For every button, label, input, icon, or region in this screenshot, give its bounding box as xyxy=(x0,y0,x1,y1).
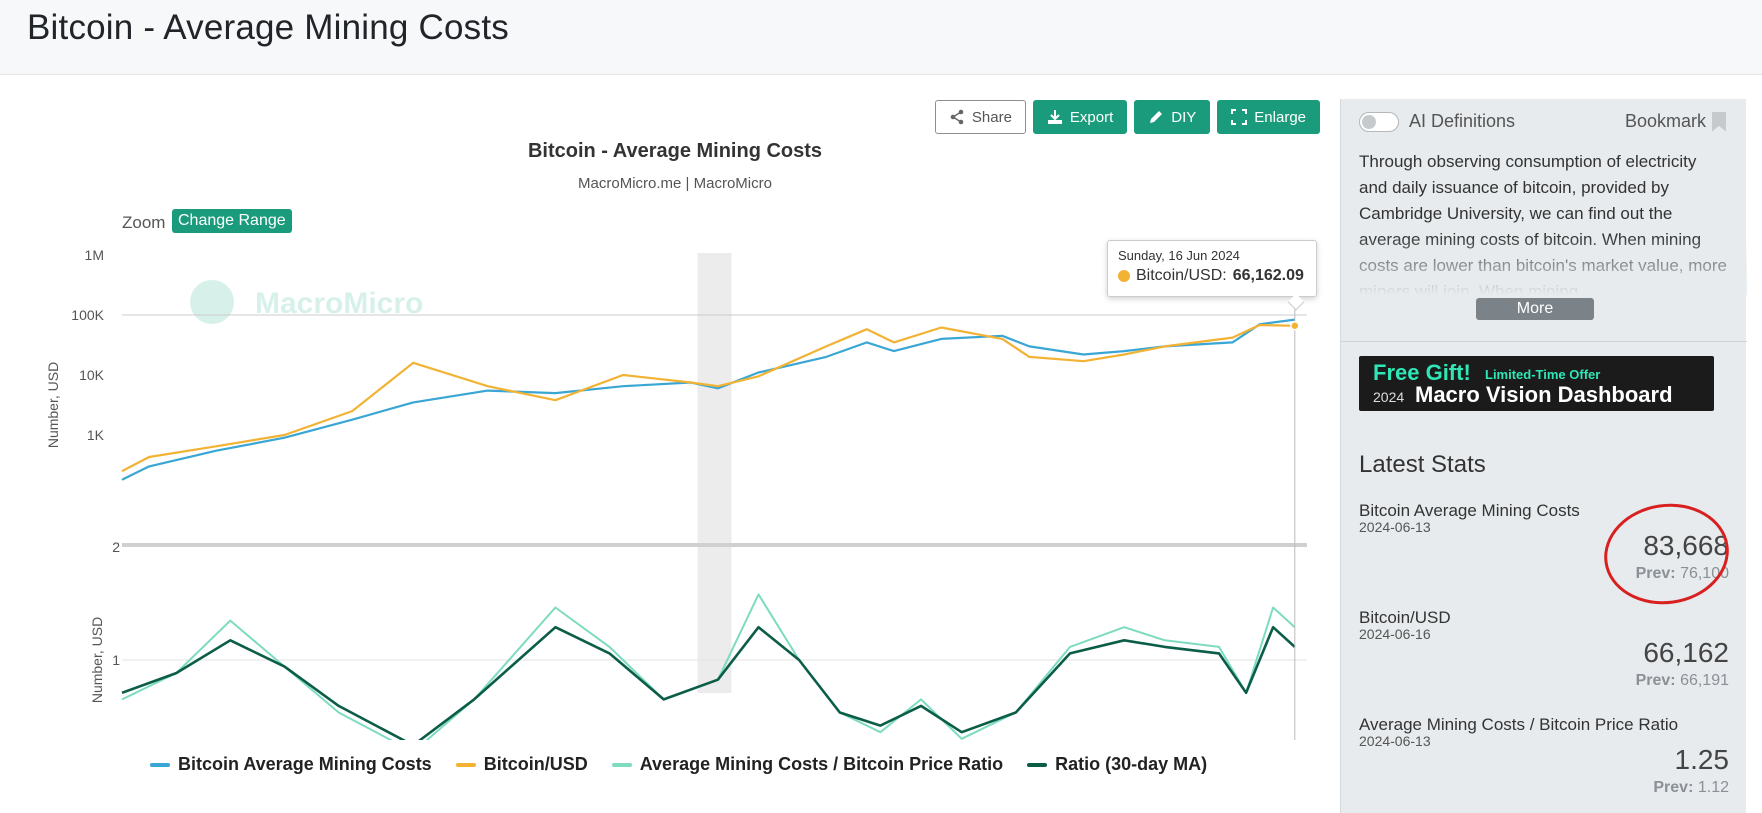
diy-label: DIY xyxy=(1171,108,1197,126)
series-line-btc-usd xyxy=(121,323,1295,473)
promo-banner[interactable]: Free Gift! Limited-Time Offer 2024 Macro… xyxy=(1359,356,1714,411)
stat-date: 2024-06-13 xyxy=(1359,519,1431,535)
legend-swatch-mining-cost xyxy=(150,762,170,767)
series-line-mining-cost xyxy=(121,318,1295,481)
legend-label: Average Mining Costs / Bitcoin Price Rat… xyxy=(639,754,1004,774)
diy-button[interactable]: DIY xyxy=(1134,100,1211,134)
stat-prev: Prev: 66,191 xyxy=(1636,672,1729,690)
prev-label: Prev: xyxy=(1653,779,1694,796)
enlarge-label: Enlarge xyxy=(1254,108,1306,126)
page-title: Bitcoin - Average Mining Costs xyxy=(27,8,509,47)
share-icon xyxy=(950,109,964,125)
sidebar-divider xyxy=(1341,341,1747,342)
tooltip-series-dot xyxy=(1118,270,1130,282)
y-tick-label: 100K xyxy=(71,307,104,323)
prev-label: Prev: xyxy=(1635,565,1676,582)
share-button[interactable]: Share xyxy=(934,100,1026,134)
info-sidebar: AI Definitions Bookmark Through observin… xyxy=(1340,99,1747,813)
stat-btc-usd: Bitcoin/USD 2024-06-16 66,162 Prev: 66,1… xyxy=(1359,608,1729,703)
highlight-band xyxy=(697,253,732,693)
tooltip-value: 66,162.09 xyxy=(1232,267,1304,284)
latest-stats-title: Latest Stats xyxy=(1359,451,1486,478)
y-tick-label: 1 xyxy=(112,652,120,668)
legend-item-mining-cost[interactable]: Bitcoin Average Mining Costs xyxy=(150,754,432,775)
download-icon xyxy=(1047,110,1062,124)
banner-offer-text: Limited-Time Offer xyxy=(1485,367,1601,382)
banner-year: 2024 xyxy=(1373,389,1405,405)
y-tick-label: 10K xyxy=(79,367,105,383)
banner-gift-text: Free Gift! xyxy=(1373,360,1471,385)
share-label: Share xyxy=(971,108,1012,126)
page-header: Bitcoin - Average Mining Costs xyxy=(0,0,1762,75)
chart-legend: Bitcoin Average Mining Costs Bitcoin/USD… xyxy=(150,754,1207,775)
legend-label: Bitcoin Average Mining Costs xyxy=(178,754,432,774)
bookmark-label: Bookmark xyxy=(1624,111,1706,131)
prev-value: 76,100 xyxy=(1680,565,1729,582)
ai-definitions-label: AI Definitions xyxy=(1409,111,1516,131)
stat-name: Bitcoin/USD xyxy=(1359,608,1451,627)
prev-value: 1.12 xyxy=(1697,779,1729,796)
chart-toolbar: Share Export DIY Enlarge xyxy=(934,100,1320,134)
ai-definitions-toggle-row[interactable]: AI Definitions xyxy=(1359,111,1515,132)
legend-swatch-btc-usd xyxy=(455,762,476,767)
legend-label: Ratio (30-day MA) xyxy=(1055,754,1208,774)
stat-name: Average Mining Costs / Bitcoin Price Rat… xyxy=(1359,715,1679,734)
stat-value: 1.25 xyxy=(1674,744,1730,775)
change-range-button[interactable]: Change Range xyxy=(172,209,292,233)
stat-date: 2024-06-13 xyxy=(1359,733,1431,749)
zoom-label: Zoom xyxy=(122,213,166,232)
chart-panel: Share Export DIY Enlarge Bitcoin - Avera… xyxy=(0,75,1330,813)
stat-mining-cost: Bitcoin Average Mining Costs 2024-06-13 … xyxy=(1359,501,1729,596)
y-tick-label: 2 xyxy=(112,539,120,555)
chart-title: Bitcoin - Average Mining Costs xyxy=(527,140,823,162)
bookmark-button[interactable]: Bookmark xyxy=(1625,111,1726,132)
tooltip-date: Sunday, 16 Jun 2024 xyxy=(1118,248,1240,263)
legend-swatch-ratio xyxy=(611,762,632,767)
description-fade xyxy=(1341,235,1747,295)
y-tick-label: 1M xyxy=(85,247,104,263)
banner-dashboard-text: Macro Vision Dashboard xyxy=(1415,382,1673,407)
stat-ratio: Average Mining Costs / Bitcoin Price Rat… xyxy=(1359,715,1729,810)
stat-value: 83,668 xyxy=(1643,530,1729,561)
legend-item-ratio-ma[interactable]: Ratio (30-day MA) xyxy=(1027,754,1207,775)
more-button[interactable]: More xyxy=(1476,298,1594,320)
stat-value: 66,162 xyxy=(1643,637,1729,668)
prev-label: Prev: xyxy=(1635,672,1676,689)
enlarge-button[interactable]: Enlarge xyxy=(1217,100,1320,134)
y-axis-label: Number, USD xyxy=(45,362,61,448)
chart-tooltip: Sunday, 16 Jun 2024 Bitcoin/USD: 66,162.… xyxy=(1107,240,1317,297)
crosshair-point xyxy=(1290,321,1300,331)
stat-name: Bitcoin Average Mining Costs xyxy=(1359,501,1580,520)
tooltip-series-label: Bitcoin/USD: xyxy=(1136,267,1227,284)
chart-subtitle: MacroMicro.me | MacroMicro xyxy=(578,175,772,192)
pencil-icon xyxy=(1150,111,1163,123)
series-line-ratio-ma xyxy=(121,625,1296,740)
y-axis-label: Number, USD xyxy=(89,617,105,703)
legend-item-ratio[interactable]: Average Mining Costs / Bitcoin Price Rat… xyxy=(611,754,1004,775)
stat-prev: Prev: 76,100 xyxy=(1636,565,1729,583)
legend-label: Bitcoin/USD xyxy=(483,754,588,774)
y-tick-label: 1K xyxy=(87,427,105,443)
bookmark-icon xyxy=(1712,111,1726,132)
stat-date: 2024-06-16 xyxy=(1359,626,1431,642)
legend-item-btc-usd[interactable]: Bitcoin/USD xyxy=(455,754,588,775)
prev-value: 66,191 xyxy=(1680,672,1729,689)
stat-prev: Prev: 1.12 xyxy=(1653,779,1729,797)
export-label: Export xyxy=(1069,108,1114,126)
watermark-logo-icon xyxy=(190,280,234,324)
export-button[interactable]: Export xyxy=(1032,100,1128,134)
legend-swatch-ratio-ma xyxy=(1027,762,1048,767)
expand-icon xyxy=(1231,109,1248,125)
ai-definitions-toggle[interactable] xyxy=(1359,111,1399,132)
